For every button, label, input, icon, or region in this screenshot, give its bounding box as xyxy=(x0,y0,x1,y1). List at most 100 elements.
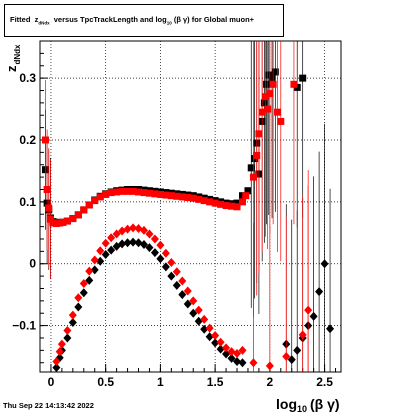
x-axis-title-sub: 10 xyxy=(297,404,307,414)
series-black xyxy=(52,123,335,373)
square-marker xyxy=(118,187,126,195)
square-marker xyxy=(222,202,230,210)
diamond-marker xyxy=(145,243,154,253)
square-marker xyxy=(113,188,121,196)
square-marker xyxy=(233,203,241,211)
y-axis-title-sub: dNdx xyxy=(13,44,22,65)
diamond-marker xyxy=(178,276,187,286)
diamond-marker xyxy=(118,239,127,249)
diamond-marker xyxy=(216,344,225,354)
diamond-marker xyxy=(96,246,105,256)
diamond-marker xyxy=(183,286,192,296)
square-marker xyxy=(200,197,208,205)
title-box: Fitted zdNdx versus TpcTrackLength and l… xyxy=(4,4,284,37)
square-marker xyxy=(268,74,276,82)
title-z-symbol: z xyxy=(34,15,39,25)
square-marker xyxy=(96,193,104,201)
y-axis-title: zdNdx xyxy=(4,44,22,72)
diamond-marker xyxy=(205,332,214,342)
diamond-marker xyxy=(205,323,214,333)
square-marker xyxy=(249,173,257,181)
diamond-marker xyxy=(238,358,247,368)
diamond-marker xyxy=(145,229,154,239)
diamond-marker xyxy=(287,355,296,365)
square-marker xyxy=(85,201,93,209)
diamond-marker xyxy=(52,363,61,373)
diamond-marker xyxy=(85,275,94,285)
series-red xyxy=(41,41,298,318)
diamond-marker xyxy=(129,237,138,247)
diamond-marker xyxy=(161,248,170,258)
diamond-marker xyxy=(107,233,116,243)
diamond-marker xyxy=(107,245,116,255)
title-prefix: Fitted xyxy=(10,15,31,25)
diamond-marker xyxy=(85,266,94,276)
diamond-marker xyxy=(129,223,138,233)
square-marker xyxy=(107,189,115,197)
square-marker xyxy=(242,192,250,200)
square-marker xyxy=(135,188,143,196)
square-marker xyxy=(43,185,51,193)
diamond-marker xyxy=(320,259,329,269)
diamond-marker xyxy=(238,345,247,355)
square-marker xyxy=(189,194,197,202)
y-tick-label: 0.2 xyxy=(19,133,36,147)
diamond-marker xyxy=(304,305,313,315)
square-marker xyxy=(184,194,192,202)
square-marker xyxy=(238,198,246,206)
square-marker xyxy=(69,215,77,223)
square-marker xyxy=(264,105,272,113)
diamond-marker xyxy=(309,311,318,321)
square-marker xyxy=(217,200,225,208)
square-marker xyxy=(63,217,71,225)
x-tick-label: 0.5 xyxy=(97,375,114,389)
diamond-marker xyxy=(63,326,72,336)
square-marker xyxy=(102,190,110,198)
plot-frame xyxy=(39,40,342,373)
diamond-marker xyxy=(96,256,105,266)
x-axis-title-tail: (β γ) xyxy=(310,396,340,412)
diamond-marker xyxy=(227,353,236,363)
diamond-marker xyxy=(55,347,64,357)
diamond-marker xyxy=(178,290,187,300)
diamond-marker xyxy=(200,324,209,334)
title-z-subscript: dNdx xyxy=(38,20,50,26)
square-marker xyxy=(145,189,153,197)
diamond-marker xyxy=(156,254,165,264)
diamond-marker xyxy=(150,248,159,258)
x-tick-label: 0 xyxy=(48,375,55,389)
diamond-marker xyxy=(123,238,132,248)
diamond-marker xyxy=(79,279,88,289)
diamond-marker xyxy=(211,338,220,348)
diamond-marker xyxy=(167,257,176,267)
diamond-marker xyxy=(233,356,242,366)
square-marker xyxy=(266,90,274,98)
square-marker xyxy=(162,191,170,199)
diamond-marker xyxy=(233,348,242,358)
square-marker xyxy=(261,93,269,101)
square-marker xyxy=(129,187,137,195)
diamond-marker xyxy=(293,345,302,355)
diamond-marker xyxy=(194,305,203,315)
diamond-marker xyxy=(139,240,148,250)
square-marker xyxy=(260,99,268,107)
x-tick-label: 1 xyxy=(157,375,164,389)
diamond-marker xyxy=(57,339,66,349)
series-red xyxy=(52,170,313,372)
square-marker xyxy=(167,192,175,200)
square-marker xyxy=(228,202,236,210)
diamond-marker xyxy=(282,352,291,362)
square-marker xyxy=(195,195,203,203)
square-marker xyxy=(124,187,132,195)
chart-title: Fitted zdNdx versus TpcTrackLength and l… xyxy=(10,15,254,26)
diamond-marker xyxy=(189,296,198,306)
diamond-marker xyxy=(200,314,209,324)
diamond-marker xyxy=(183,299,192,309)
x-tick-label: 2 xyxy=(267,375,274,389)
diamond-marker xyxy=(74,302,83,312)
diamond-marker xyxy=(139,225,148,235)
timestamp-footer: Thu Sep 22 14:13:42 2022 xyxy=(3,401,94,410)
square-marker xyxy=(45,204,53,212)
diamond-marker xyxy=(90,255,99,265)
